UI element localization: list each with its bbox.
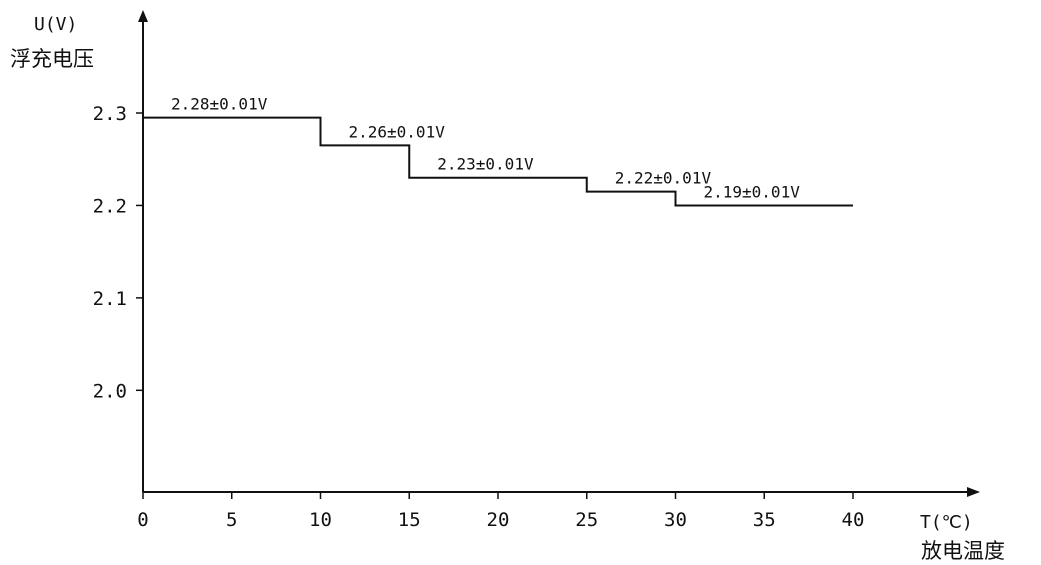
series: 2.28±0.01V 2.26±0.01V 2.23±0.01V 2.22±0.01V… — [143, 95, 853, 207]
y-tick-label: 2.2 — [93, 195, 127, 217]
y-axis-arrow — [138, 10, 148, 22]
x-axis-sublabel: 放电温度 — [921, 539, 1005, 563]
y-tick-label: 2.0 — [93, 380, 127, 402]
x-axis-label: T(℃) — [920, 512, 973, 533]
step-line — [143, 116, 853, 207]
x-tick-label: 20 — [487, 509, 510, 531]
x-tick-label: 35 — [753, 509, 776, 531]
x-tick-label: 40 — [842, 509, 865, 531]
x-tick-label: 10 — [309, 509, 332, 531]
x-tick-label: 25 — [575, 509, 598, 531]
x-tick-label: 15 — [398, 509, 421, 531]
segment-label: 2.23±0.01V — [437, 155, 534, 174]
x-tick-label: 30 — [664, 509, 687, 531]
y-tick-label: 2.1 — [93, 288, 127, 310]
y-tick-label: 2.3 — [93, 103, 127, 125]
segment-label: 2.26±0.01V — [349, 122, 446, 141]
x-axis-arrow — [967, 487, 980, 497]
y-axis-label: U(V) — [34, 14, 77, 35]
segment-label: 2.19±0.01V — [704, 182, 801, 201]
x-tick-label: 5 — [226, 509, 237, 531]
segment-label: 2.22±0.01V — [615, 169, 712, 188]
ticks: 0 5 10 15 20 25 30 35 40 2.0 2.1 2.2 2.3 — [93, 103, 865, 531]
y-axis-sublabel: 浮充电压 — [10, 47, 94, 71]
x-tick-label: 0 — [137, 509, 148, 531]
segment-label: 2.28±0.01V — [171, 95, 268, 114]
